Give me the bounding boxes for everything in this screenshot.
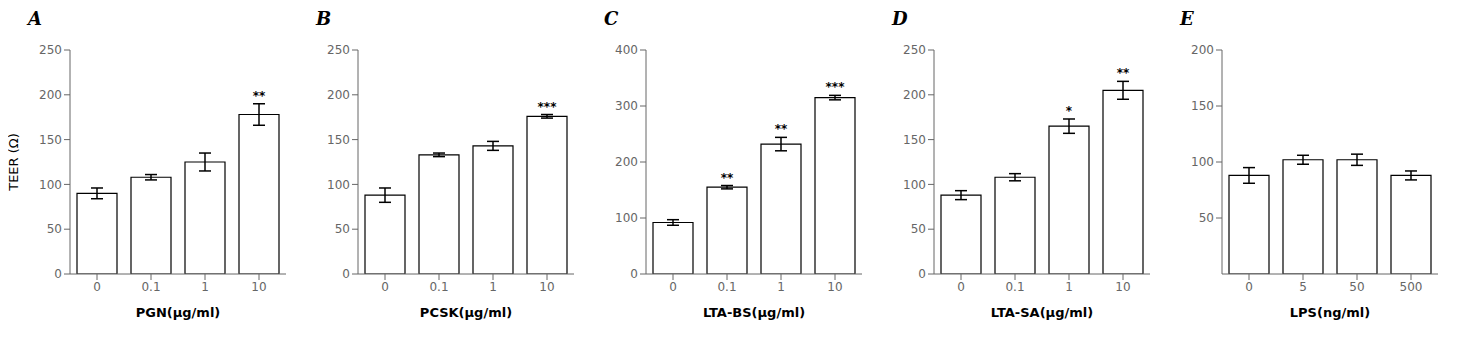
svg-text:200: 200 (39, 88, 62, 102)
svg-text:10: 10 (539, 280, 554, 294)
svg-text:1: 1 (777, 280, 785, 294)
svg-text:0: 0 (918, 267, 926, 281)
svg-text:100: 100 (1191, 155, 1214, 169)
svg-text:***: *** (826, 80, 846, 94)
svg-text:50: 50 (911, 222, 926, 236)
html-text:A: A (28, 8, 42, 29)
svg-text:200: 200 (1191, 43, 1214, 57)
svg-text:0: 0 (1245, 280, 1253, 294)
svg-text:1: 1 (489, 280, 497, 294)
svg-text:50: 50 (335, 222, 350, 236)
svg-text:500: 500 (1400, 280, 1423, 294)
svg-text:0: 0 (54, 267, 62, 281)
svg-text:100: 100 (39, 178, 62, 192)
svg-text:PGN(μg/ml): PGN(μg/ml) (136, 305, 221, 320)
svg-text:LTA-SA(μg/ml): LTA-SA(μg/ml) (991, 305, 1093, 320)
svg-text:400: 400 (615, 43, 638, 57)
svg-text:1: 1 (1065, 280, 1073, 294)
svg-text:150: 150 (903, 133, 926, 147)
svg-text:250: 250 (327, 43, 350, 57)
svg-text:0: 0 (630, 267, 638, 281)
svg-text:300: 300 (615, 99, 638, 113)
svg-text:LPS(ng/ml): LPS(ng/ml) (1290, 305, 1370, 320)
html-text:E: E (1180, 8, 1194, 29)
svg-text:200: 200 (327, 88, 350, 102)
svg-text:5: 5 (1299, 280, 1307, 294)
svg-text:TEER (Ω): TEER (Ω) (8, 133, 21, 192)
svg-text:50: 50 (47, 222, 62, 236)
svg-text:PCSK(μg/ml): PCSK(μg/ml) (420, 305, 512, 320)
svg-text:0: 0 (669, 280, 677, 294)
svg-text:**: ** (775, 122, 788, 136)
svg-text:**: ** (1117, 66, 1130, 80)
svg-text:250: 250 (903, 43, 926, 57)
svg-text:0: 0 (342, 267, 350, 281)
svg-text:150: 150 (327, 133, 350, 147)
svg-text:10: 10 (1115, 280, 1130, 294)
html-text:C: C (604, 8, 619, 29)
svg-text:200: 200 (615, 155, 638, 169)
svg-text:**: ** (721, 171, 734, 185)
svg-text:200: 200 (903, 88, 926, 102)
svg-text:10: 10 (251, 280, 266, 294)
html-text:B: B (316, 8, 332, 29)
svg-text:0: 0 (381, 280, 389, 294)
svg-text:50: 50 (1349, 280, 1364, 294)
svg-text:150: 150 (1191, 99, 1214, 113)
svg-text:0: 0 (957, 280, 965, 294)
svg-text:0.1: 0.1 (141, 280, 160, 294)
svg-text:50: 50 (1199, 211, 1214, 225)
svg-text:*: * (1066, 104, 1073, 118)
svg-text:LTA-BS(μg/ml): LTA-BS(μg/ml) (703, 305, 805, 320)
svg-text:100: 100 (327, 178, 350, 192)
svg-text:0.1: 0.1 (429, 280, 448, 294)
svg-text:100: 100 (903, 178, 926, 192)
html-text:D: D (892, 8, 908, 29)
svg-text:100: 100 (615, 211, 638, 225)
svg-text:***: *** (538, 100, 558, 114)
svg-text:**: ** (253, 89, 266, 103)
svg-text:150: 150 (39, 133, 62, 147)
svg-text:10: 10 (827, 280, 842, 294)
svg-text:1: 1 (201, 280, 209, 294)
svg-text:250: 250 (39, 43, 62, 57)
svg-text:0: 0 (93, 280, 101, 294)
svg-text:0.1: 0.1 (1005, 280, 1024, 294)
svg-text:0.1: 0.1 (717, 280, 736, 294)
